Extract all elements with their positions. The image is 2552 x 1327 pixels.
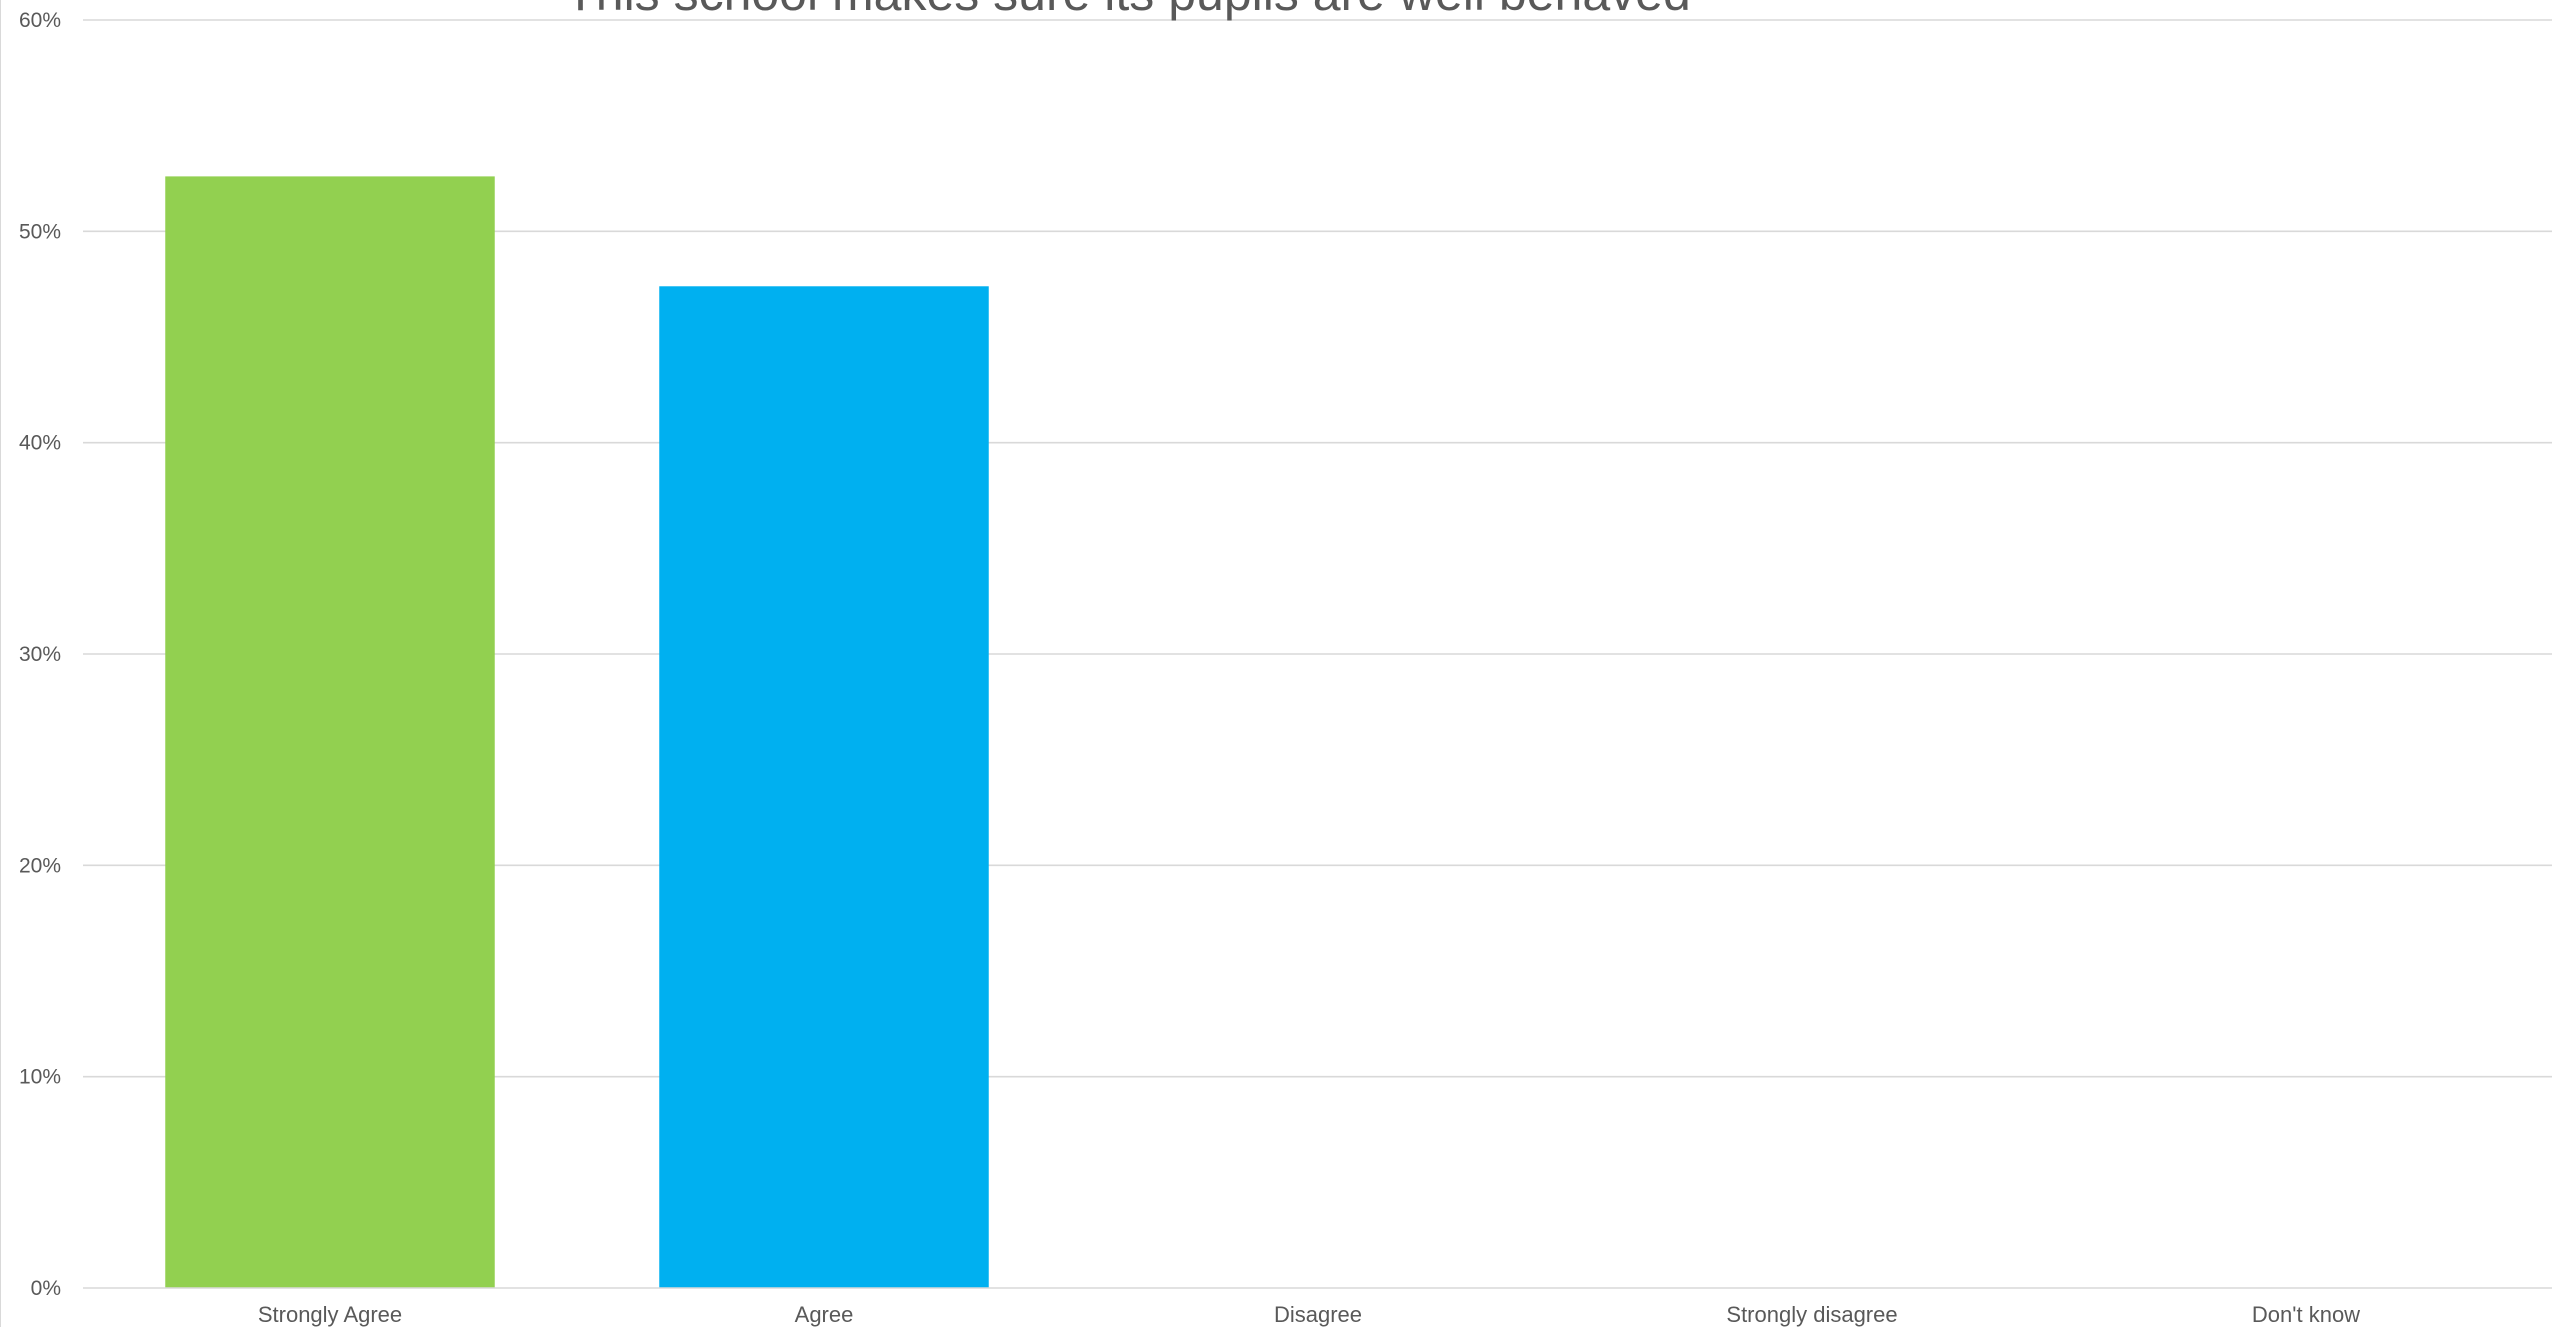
y-tick-label: 60% [19,9,61,32]
x-tick-label: Disagree [1274,1302,1362,1327]
y-tick-label: 20% [19,854,61,877]
chart-title: This school makes sure its pupils are we… [565,0,1691,21]
y-tick-label: 50% [19,220,61,243]
x-tick-label: Agree [795,1302,854,1327]
x-tick-label: Strongly Agree [258,1302,402,1327]
bars [165,176,989,1288]
y-tick-label: 10% [19,1066,61,1089]
x-tick-label: Strongly disagree [1726,1302,1897,1327]
bar-agree [659,286,989,1288]
x-tick-label: Don't know [2252,1302,2360,1327]
x-tick-labels: Strongly Agree Agree Disagree Strongly disa… [258,1302,2360,1327]
y-tick-labels: 0% 10% 20% 30% 40% 50% 60% [19,9,61,1300]
y-tick-label: 40% [19,432,61,455]
y-tick-label: 30% [19,643,61,666]
bar-strongly-agree [165,176,495,1288]
y-tick-label: 0% [31,1277,61,1300]
